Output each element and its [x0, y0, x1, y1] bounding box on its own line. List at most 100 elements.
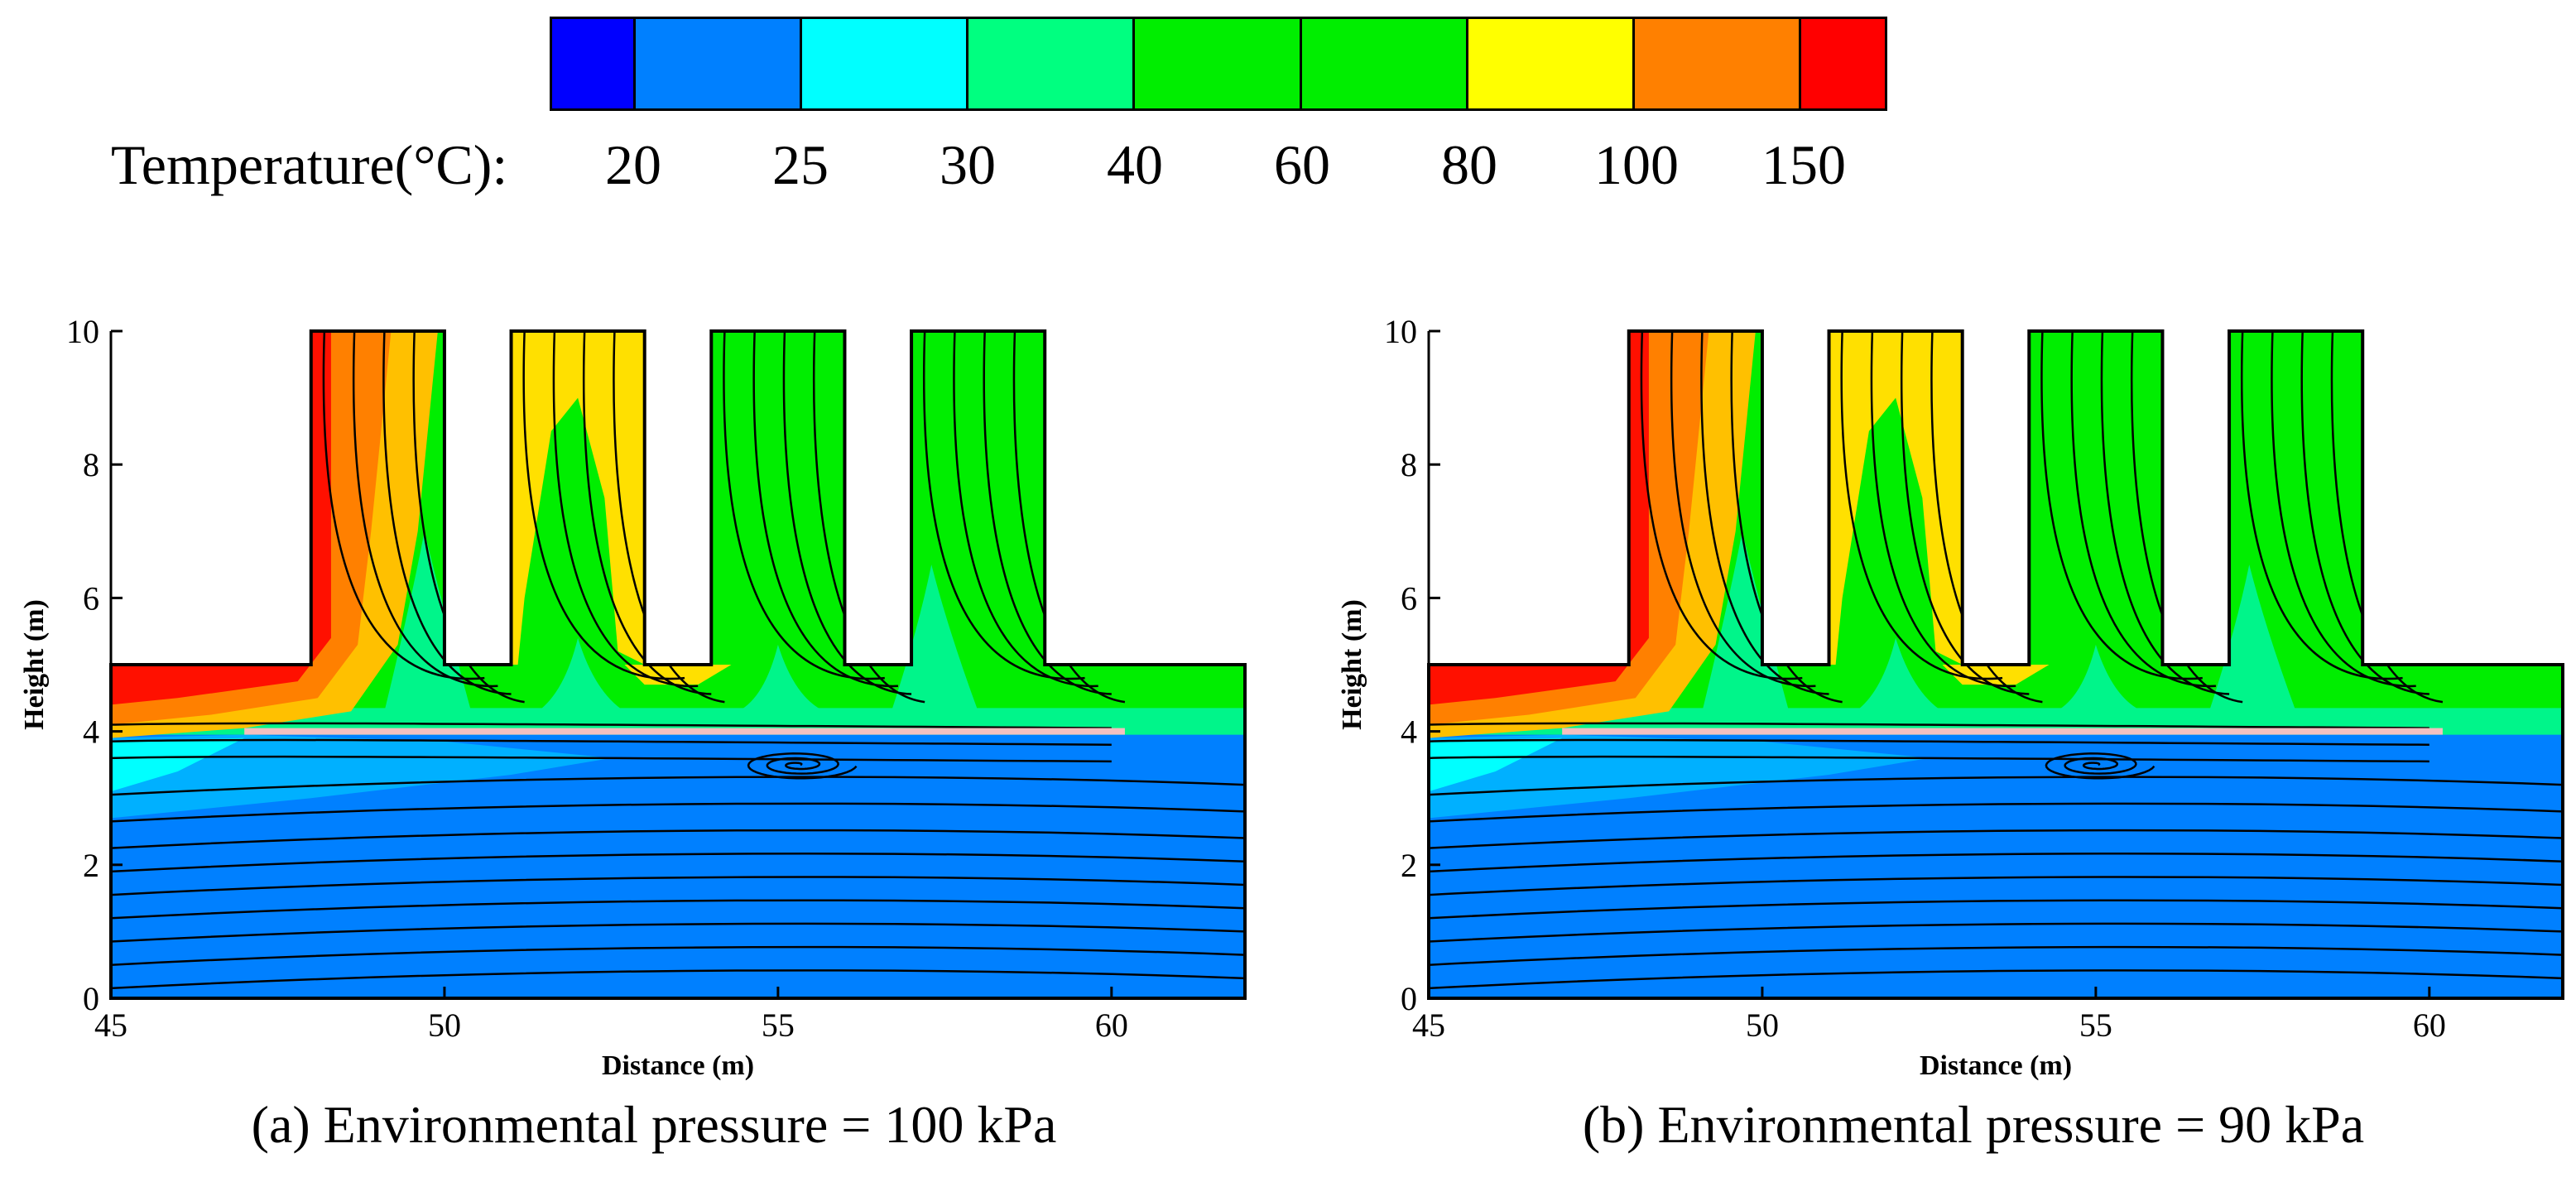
streamline-jet-1 [1429, 738, 2429, 746]
zone-yellow-opening-2 [1829, 331, 1963, 665]
zone-cyan [1429, 738, 1563, 792]
streamline-opening-1-0 [522, 331, 685, 680]
streamline-low-6 [1429, 829, 2563, 849]
y-tick-label-0: 0 [1401, 980, 1417, 1017]
legend-tick-5: 80 [1441, 133, 1497, 196]
streamline-opening-1-3 [1930, 331, 2043, 704]
x-tick-label-1: 50 [1746, 1007, 1779, 1044]
y-tick-label-1: 2 [1401, 847, 1417, 884]
y-tick-label-0: 0 [83, 980, 99, 1017]
vortex-spiral [747, 752, 858, 780]
streamline-low-5 [1429, 853, 2563, 873]
y-tick-label-3: 6 [83, 579, 99, 617]
x-tick-label-0: 45 [1412, 1007, 1445, 1044]
domain-outline [1427, 329, 2564, 1000]
colorbar-swatch-8 [1801, 19, 1885, 108]
streamline-opening-0-1 [1670, 331, 1816, 688]
x-axis-title: Distance (m) [602, 1050, 754, 1081]
streamline-opening-3-0 [922, 331, 1085, 680]
legend-tick-2: 30 [940, 133, 996, 196]
streamline-opening-2-2 [2100, 331, 2230, 695]
temperature-colorbar [550, 17, 1887, 111]
zone-lightblue [1429, 734, 1930, 819]
y-tick-label-3: 6 [1401, 579, 1417, 617]
streamline-low-3 [1429, 899, 2563, 920]
x-tick-label-3: 60 [1095, 1007, 1128, 1044]
legend-tick-4: 60 [1274, 133, 1330, 196]
y-axis-title: Height (m) [1337, 599, 1367, 730]
streamline-opening-1-3 [613, 331, 725, 704]
streamline-opening-0-2 [382, 331, 512, 695]
legend-tick-7: 150 [1761, 133, 1846, 196]
streamline-opening-0-0 [322, 331, 485, 680]
legend-title: Temperature(°C): [111, 133, 508, 196]
zone-red-jet [111, 331, 331, 705]
plume-2 [738, 644, 825, 712]
colorbar-swatch-3 [968, 19, 1136, 108]
streamline-jet-2 [111, 755, 1112, 763]
streamline-opening-2-1 [2070, 331, 2216, 688]
plume-1 [537, 637, 625, 712]
y-tick-label-4: 8 [1401, 446, 1417, 483]
zone-cyan [111, 738, 245, 792]
colorbar-swatch-7 [1635, 19, 1802, 108]
x-tick-label-2: 55 [762, 1007, 795, 1044]
streamline-opening-0-2 [1700, 331, 1829, 695]
streamline-opening-2-1 [752, 331, 898, 688]
streamline-opening-0-1 [352, 331, 498, 688]
streamline-opening-3-1 [2271, 331, 2416, 688]
vortex-spiral [2045, 752, 2155, 780]
y-tick-label-1: 2 [83, 847, 99, 884]
x-tick-label-1: 50 [428, 1007, 461, 1044]
x-tick-label-0: 45 [94, 1007, 127, 1044]
streamline-opening-3-3 [1012, 331, 1126, 704]
y-axis-title: Height (m) [19, 599, 50, 730]
chart-panel-b: 45 50 55 60 0 2 4 6 8 10 Distance (m) Height (m) [1337, 313, 2564, 1081]
streamline-low-4 [1429, 876, 2563, 896]
streamline-opening-1-2 [582, 331, 712, 695]
streamline-jet-0 [1429, 722, 2429, 729]
ceiling-plate [244, 728, 1125, 735]
y-tick-label-2: 4 [83, 714, 99, 751]
streamline-opening-1-1 [1870, 331, 2016, 688]
streamline-opening-1-1 [552, 331, 699, 688]
ceiling-plate [1562, 728, 2443, 735]
streamline-opening-1-0 [1840, 331, 2003, 680]
y-tick-label-5: 10 [1384, 313, 1417, 350]
streamline-opening-2-0 [723, 331, 885, 680]
streamline-low-3 [111, 899, 1245, 920]
zone-yellow-opening-2 [511, 331, 645, 665]
streamline-low-1 [111, 945, 1245, 966]
domain-outline [109, 329, 1247, 1000]
zone-red-jet [1429, 331, 1649, 705]
streamline-opening-3-2 [983, 331, 1112, 695]
streamline-low-7 [111, 802, 1245, 823]
streamline-low-0 [111, 969, 1245, 990]
streamline-opening-2-3 [2130, 331, 2243, 704]
zone-lightblue [111, 734, 612, 819]
plume-1 [1855, 637, 1943, 712]
y-tick-label-4: 8 [83, 446, 99, 483]
streamline-low-5 [111, 853, 1245, 873]
streamline-low-2 [111, 922, 1245, 943]
streamline-low-0 [1429, 969, 2563, 990]
legend-tick-1: 25 [772, 133, 829, 196]
x-tick-label-2: 55 [2079, 1007, 2112, 1044]
streamlines [1429, 331, 2563, 990]
x-tick-label-3: 60 [2413, 1007, 2446, 1044]
colorbar-swatch-6 [1468, 19, 1636, 108]
streamline-opening-2-2 [782, 331, 912, 695]
streamline-opening-1-2 [1900, 331, 2030, 695]
streamline-jet-0 [111, 722, 1112, 729]
streamlines [111, 331, 1245, 990]
streamline-jet-2 [1429, 755, 2429, 763]
streamline-opening-0-0 [1640, 331, 1803, 680]
colorbar-swatch-1 [635, 19, 802, 108]
y-tick-label-5: 10 [66, 313, 99, 350]
streamline-low-4 [111, 876, 1245, 896]
colorbar-swatch-2 [801, 19, 969, 108]
plume-2 [2055, 644, 2143, 712]
streamline-opening-0-3 [1730, 331, 1843, 704]
caption-b: (b) Environmental pressure = 90 kPa [1582, 1095, 2365, 1154]
streamline-low-8 [111, 776, 1245, 796]
